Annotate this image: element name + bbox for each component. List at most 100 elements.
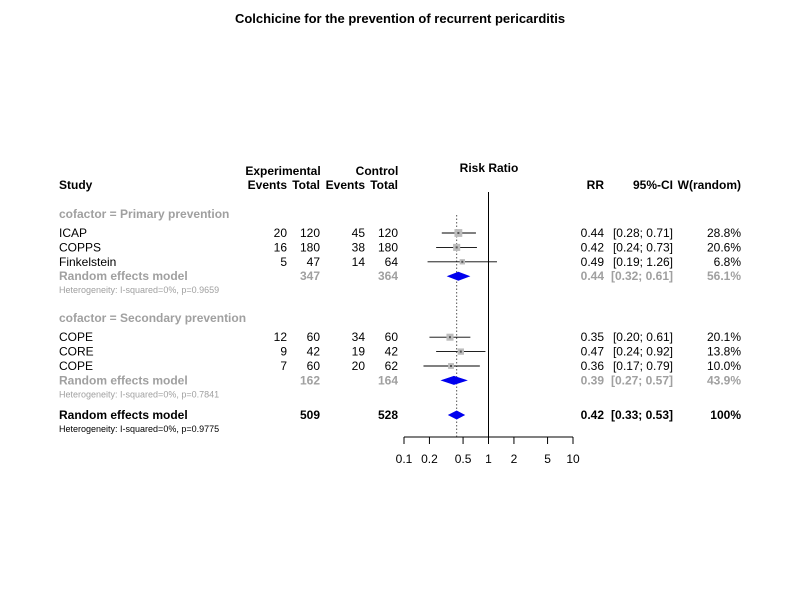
forest-rows: cofactor = Primary prevention ICAP 20 120 45… [59, 207, 741, 434]
study-name: Finkelstein [59, 255, 116, 269]
summary-control-total: 528 [378, 408, 398, 422]
summary-label: Random effects model [59, 408, 188, 422]
control-total: 180 [378, 240, 398, 254]
summary-weight: 56.1% [707, 269, 741, 283]
study-point-estimate [450, 365, 453, 367]
x-tick-label: 0.2 [421, 452, 438, 466]
summary-label: Random effects model [59, 373, 188, 387]
study-rr: 0.47 [581, 345, 605, 359]
header-weight: W(random) [678, 178, 741, 192]
study-weight: 6.8% [714, 255, 742, 269]
header-experimental-total: Total [292, 178, 320, 192]
experimental-events: 16 [274, 240, 288, 254]
experimental-total: 42 [307, 345, 321, 359]
summary-weight: 43.9% [707, 373, 741, 387]
summary-ci: [0.33; 0.53] [611, 408, 673, 422]
experimental-events: 20 [274, 226, 288, 240]
experimental-total: 120 [300, 226, 320, 240]
study-name: COPE [59, 359, 93, 373]
experimental-total: 60 [307, 330, 321, 344]
study-ci: [0.28; 0.71] [613, 226, 673, 240]
study-ci: [0.20; 0.61] [613, 330, 673, 344]
header-rr: RR [587, 178, 605, 192]
study-point-estimate [455, 246, 458, 249]
control-total: 60 [385, 330, 399, 344]
header-study: Study [59, 178, 93, 192]
summary-control-total: 364 [378, 269, 398, 283]
experimental-events: 7 [280, 359, 287, 373]
summary-control-total: 164 [378, 373, 398, 387]
header-control-total: Total [370, 178, 398, 192]
summary-ci: [0.32; 0.61] [611, 269, 673, 283]
summary-rr: 0.39 [581, 373, 605, 387]
summary-experimental-total: 347 [300, 269, 320, 283]
experimental-total: 180 [300, 240, 320, 254]
study-point-estimate [448, 336, 451, 339]
header-experimental-events: Events [248, 178, 288, 192]
study-rr: 0.42 [581, 240, 605, 254]
summary-diamond [440, 375, 468, 385]
summary-rr: 0.42 [581, 408, 605, 422]
control-events: 34 [352, 330, 366, 344]
experimental-events: 5 [280, 255, 287, 269]
control-events: 45 [352, 226, 366, 240]
study-rr: 0.49 [581, 255, 605, 269]
control-total: 42 [385, 345, 399, 359]
study-name: CORE [59, 345, 94, 359]
x-tick-label: 10 [566, 452, 580, 466]
header-ci: 95%-CI [633, 178, 673, 192]
axis-label-risk-ratio: Risk Ratio [460, 161, 519, 175]
chart-title: Colchicine for the prevention of recurre… [235, 11, 565, 26]
study-rr: 0.35 [581, 330, 605, 344]
x-tick-label: 5 [544, 452, 551, 466]
study-weight: 20.6% [707, 240, 741, 254]
summary-ci: [0.27; 0.57] [611, 373, 673, 387]
experimental-events: 9 [280, 345, 287, 359]
study-ci: [0.19; 1.26] [613, 255, 673, 269]
subgroup-label: cofactor = Secondary prevention [59, 311, 246, 325]
study-ci: [0.24; 0.92] [613, 345, 673, 359]
study-rr: 0.44 [581, 226, 605, 240]
study-weight: 28.8% [707, 226, 741, 240]
overall-heterogeneity: Heterogeneity: I-squared=0%, p=0.9775 [59, 424, 219, 434]
summary-rr: 0.44 [581, 269, 605, 283]
x-tick-label: 1 [485, 452, 492, 466]
control-total: 64 [385, 255, 399, 269]
study-weight: 10.0% [707, 359, 741, 373]
study-ci: [0.24; 0.73] [613, 240, 673, 254]
study-rr: 0.36 [581, 359, 605, 373]
study-point-estimate [459, 350, 462, 353]
experimental-total: 60 [307, 359, 321, 373]
control-total: 120 [378, 226, 398, 240]
experimental-total: 47 [307, 255, 321, 269]
control-events: 20 [352, 359, 366, 373]
x-tick-label: 0.5 [455, 452, 472, 466]
control-events: 19 [352, 345, 366, 359]
summary-diamond [447, 410, 466, 420]
study-name: COPE [59, 330, 93, 344]
summary-weight: 100% [710, 408, 741, 422]
header-control-events: Events [326, 178, 366, 192]
summary-label: Random effects model [59, 269, 188, 283]
subgroup-heterogeneity: Heterogeneity: I-squared=0%, p=0.9659 [59, 285, 219, 295]
x-axis: 0.1 0.2 0.5 1 2 5 10 [396, 436, 580, 466]
study-weight: 20.1% [707, 330, 741, 344]
x-tick-label: 0.1 [396, 452, 413, 466]
control-total: 62 [385, 359, 399, 373]
study-point-estimate [457, 232, 460, 234]
subgroup-heterogeneity: Heterogeneity: I-squared=0%, p=0.7841 [59, 389, 219, 399]
header-control: Control [356, 164, 399, 178]
study-ci: [0.17; 0.79] [613, 359, 673, 373]
plot-reference-lines [456, 192, 489, 437]
study-point-estimate [461, 260, 464, 263]
summary-experimental-total: 509 [300, 408, 320, 422]
experimental-events: 12 [274, 330, 288, 344]
summary-experimental-total: 162 [300, 373, 320, 387]
control-events: 14 [352, 255, 366, 269]
study-weight: 13.8% [707, 345, 741, 359]
study-name: COPPS [59, 240, 101, 254]
subgroup-label: cofactor = Primary prevention [59, 207, 229, 221]
x-tick-label: 2 [511, 452, 518, 466]
control-events: 38 [352, 240, 366, 254]
